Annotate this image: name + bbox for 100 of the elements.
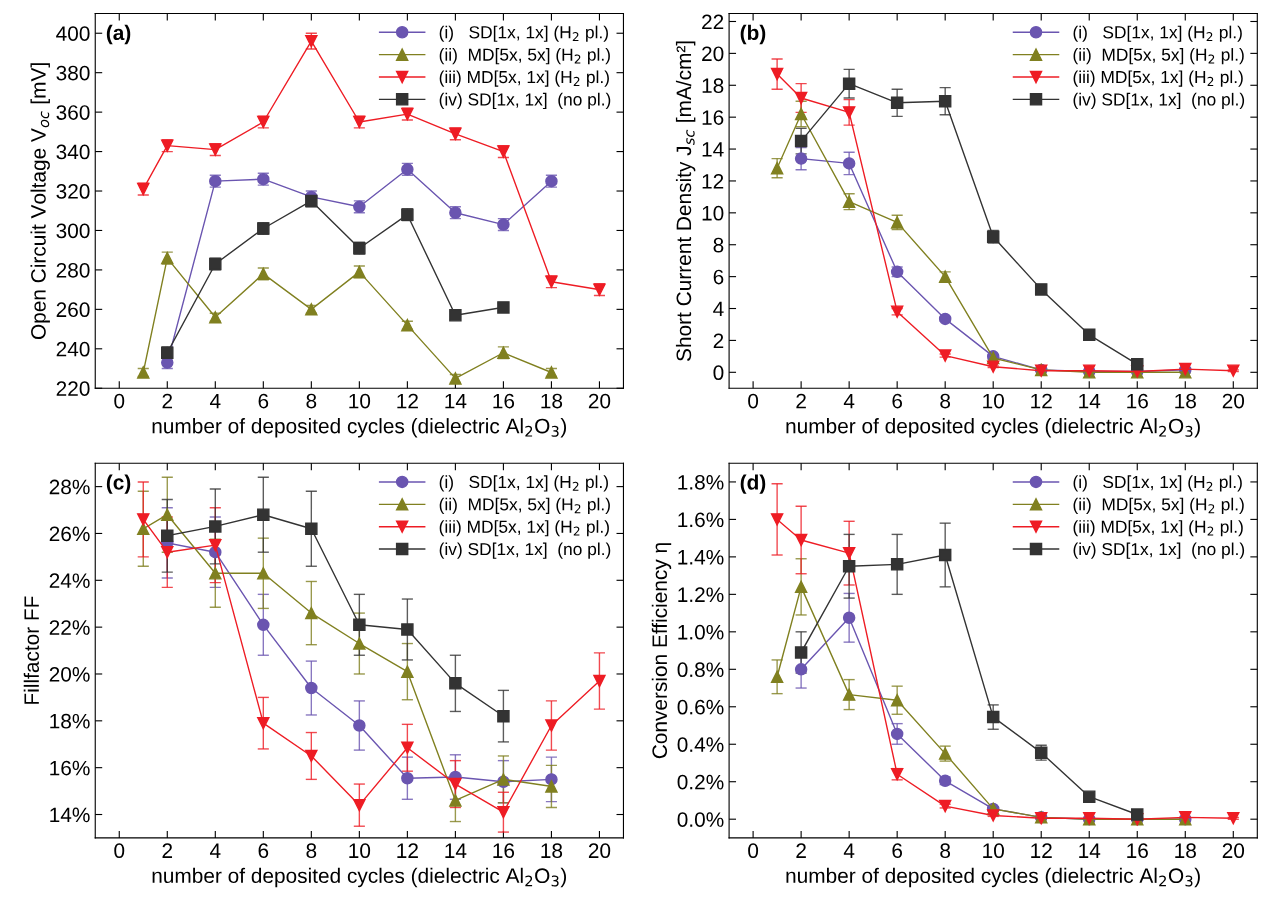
x-tick-label: 12 xyxy=(397,843,418,858)
x-tick-label: 18 xyxy=(541,393,563,409)
x-tick-label: 10 xyxy=(983,843,1004,859)
y-tick-label: 1.6% xyxy=(678,512,724,528)
x-tick-label: 16 xyxy=(493,843,515,859)
y-tick-label: 380 xyxy=(56,65,90,81)
x-tick-label: 16 xyxy=(1127,393,1148,409)
x-tick-label: 4 xyxy=(843,843,855,858)
y-tick-label: 12 xyxy=(702,173,724,189)
x-tick-label: 20 xyxy=(588,843,611,859)
x-tick-label: 2 xyxy=(796,393,806,409)
y-axis-title: Short Current Density J$_{sc}$ [mA/cm²] xyxy=(675,41,696,361)
x-tick-label: 6 xyxy=(892,843,903,859)
x-tick-label: 0 xyxy=(748,393,759,409)
x-tick-label: 4 xyxy=(209,393,221,409)
y-axis-title: Open Circuit Voltage V$_{oc}$ [mV] xyxy=(30,63,50,340)
legend-label: (i) SD[1x, 1x] (H$_{2}$ pl.) xyxy=(439,475,608,492)
y-tick-label: 20 xyxy=(702,46,724,62)
x-tick-label: 14 xyxy=(445,843,467,858)
y-axis-title: Conversion Efficiency η xyxy=(651,543,672,759)
x-tick-label: 6 xyxy=(892,393,903,409)
x-tick-label: 2 xyxy=(162,393,173,409)
legend-label: (iv) SD[1x, 1x] (no pl.) xyxy=(1073,92,1245,110)
x-tick-label: 20 xyxy=(1222,843,1245,859)
y-tick-label: 0.6% xyxy=(677,699,724,715)
y-tick-label: 22% xyxy=(49,620,90,635)
y-tick-label: 220 xyxy=(56,381,90,396)
legend-label: (i) SD[1x, 1x] (H$_{2}$ pl.) xyxy=(439,25,608,42)
y-tick-label: 18% xyxy=(50,713,90,729)
y-tick-label: 14 xyxy=(702,142,724,157)
legend-label: (iv) SD[1x, 1x] (no pl.) xyxy=(439,542,611,559)
y-tick-label: 2 xyxy=(713,333,724,348)
legend-label: (iv) SD[1x, 1x] (no pl.) xyxy=(439,92,611,110)
y-axis-title: Fillfactor FF xyxy=(23,596,40,704)
y-tick-label: 1.8% xyxy=(678,474,724,490)
y-tick-label: 22 xyxy=(702,14,724,30)
legend-label: (iv) SD[1x, 1x] (no pl.) xyxy=(1073,542,1245,559)
y-tick-label: 24% xyxy=(49,573,90,588)
x-tick-label: 0 xyxy=(114,393,125,409)
y-tick-label: 6 xyxy=(713,269,724,285)
y-tick-label: 16% xyxy=(50,760,90,776)
y-tick-label: 320 xyxy=(56,184,90,199)
x-tick-label: 2 xyxy=(796,843,806,858)
x-tick-label: 20 xyxy=(588,393,611,409)
y-tick-label: 4 xyxy=(713,301,724,317)
legend-label: (i) SD[1x, 1x] (H$_{2}$ pl.) xyxy=(1073,475,1242,492)
x-tick-label: 18 xyxy=(1175,393,1196,409)
x-tick-label: 14 xyxy=(445,393,467,409)
y-tick-label: 1.0% xyxy=(678,624,724,640)
legend-label: (iii) MD[5x, 1x] (H$_{2}$ pl.) xyxy=(1073,70,1243,87)
y-tick-label: 240 xyxy=(56,341,90,357)
x-tick-label: 8 xyxy=(940,393,951,409)
legend-label: (iii) MD[5x, 1x] (H$_{2}$ pl.) xyxy=(439,70,609,87)
x-axis-title: number of deposited cycles (dielectric Al$_{2}$O$_{3}$) xyxy=(786,418,1200,438)
legend-label: (ii) MD[5x, 5x] (H$_{2}$ pl.) xyxy=(1073,497,1244,514)
y-tick-label: 340 xyxy=(56,144,90,160)
y-tick-label: 300 xyxy=(56,223,90,239)
y-tick-label: 8 xyxy=(713,237,724,253)
x-tick-label: 6 xyxy=(258,393,269,409)
x-tick-label: 4 xyxy=(843,393,855,409)
y-tick-label: 400 xyxy=(56,26,90,41)
x-tick-label: 8 xyxy=(940,843,951,859)
annotation: (b) xyxy=(740,24,766,45)
x-tick-label: 14 xyxy=(1079,393,1101,409)
y-tick-label: 0 xyxy=(713,365,724,381)
x-tick-label: 0 xyxy=(114,843,125,859)
x-tick-label: 12 xyxy=(1031,393,1052,409)
x-tick-label: 12 xyxy=(1031,843,1052,858)
y-tick-label: 360 xyxy=(56,105,90,120)
x-tick-label: 12 xyxy=(397,393,418,409)
annotation: (c) xyxy=(106,474,131,494)
y-tick-label: 18 xyxy=(702,78,724,94)
y-tick-label: 0.4% xyxy=(677,737,724,752)
x-tick-label: 4 xyxy=(209,843,221,858)
legend-label: (ii) MD[5x, 5x] (H$_{2}$ pl.) xyxy=(439,497,610,514)
y-tick-label: 10 xyxy=(702,205,724,221)
x-tick-label: 10 xyxy=(349,393,371,409)
legend-label: (iii) MD[5x, 1x] (H$_{2}$ pl.) xyxy=(439,520,609,537)
x-axis-title: number of deposited cycles (dielectric Al$_{2}$O$_{3}$) xyxy=(152,867,567,888)
y-tick-label: 14% xyxy=(50,807,90,823)
y-tick-label: 20% xyxy=(49,666,90,682)
y-tick-label: 26% xyxy=(49,526,90,542)
legend-label: (iii) MD[5x, 1x] (H$_{2}$ pl.) xyxy=(1073,520,1243,537)
y-tick-label: 1.4% xyxy=(678,549,724,565)
x-tick-label: 14 xyxy=(1079,843,1101,858)
y-tick-label: 0.8% xyxy=(677,662,724,678)
y-tick-label: 0.2% xyxy=(677,774,724,790)
y-tick-label: 28% xyxy=(49,479,90,495)
x-tick-label: 8 xyxy=(306,843,317,859)
x-axis-title: number of deposited cycles (dielectric Al$_{2}$O$_{3}$) xyxy=(152,418,567,438)
annotation: (a) xyxy=(106,24,131,45)
y-tick-label: 260 xyxy=(56,302,90,318)
legend-label: (ii) MD[5x, 5x] (H$_{2}$ pl.) xyxy=(1073,48,1244,65)
y-tick-label: 1.2% xyxy=(678,587,724,603)
y-tick-label: 16 xyxy=(702,110,724,125)
x-tick-label: 18 xyxy=(541,843,563,859)
x-tick-label: 2 xyxy=(162,843,173,858)
legend-label: (i) SD[1x, 1x] (H$_{2}$ pl.) xyxy=(1073,25,1242,42)
annotation: (d) xyxy=(740,474,766,494)
y-tick-label: 0.0% xyxy=(677,812,724,827)
